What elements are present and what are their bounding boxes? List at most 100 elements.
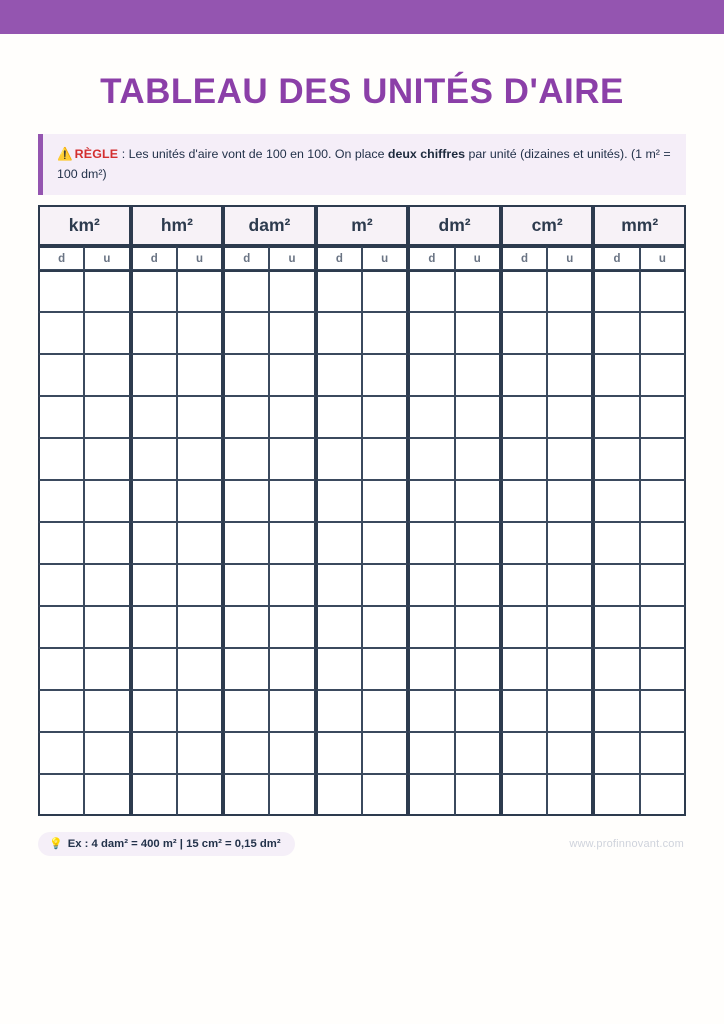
table-cell[interactable] [315, 312, 362, 354]
table-cell[interactable] [38, 774, 85, 816]
table-cell[interactable] [593, 648, 640, 690]
table-cell[interactable] [500, 690, 548, 732]
table-cell[interactable] [84, 690, 131, 732]
table-cell[interactable] [269, 480, 316, 522]
table-cell[interactable] [176, 312, 224, 354]
table-cell[interactable] [176, 438, 224, 480]
table-cell[interactable] [176, 648, 224, 690]
table-cell[interactable] [408, 648, 455, 690]
table-cell[interactable] [84, 774, 131, 816]
table-cell[interactable] [84, 522, 131, 564]
table-cell[interactable] [639, 690, 686, 732]
table-cell[interactable] [454, 396, 501, 438]
table-cell[interactable] [361, 606, 409, 648]
table-cell[interactable] [547, 732, 594, 774]
table-cell[interactable] [454, 438, 501, 480]
table-cell[interactable] [500, 270, 548, 312]
table-cell[interactable] [176, 270, 224, 312]
table-cell[interactable] [361, 396, 409, 438]
table-cell[interactable] [547, 648, 594, 690]
table-cell[interactable] [361, 648, 409, 690]
table-cell[interactable] [315, 396, 362, 438]
table-cell[interactable] [315, 438, 362, 480]
table-cell[interactable] [38, 396, 85, 438]
table-cell[interactable] [454, 522, 501, 564]
table-cell[interactable] [639, 480, 686, 522]
table-cell[interactable] [269, 438, 316, 480]
table-cell[interactable] [223, 438, 270, 480]
table-cell[interactable] [223, 732, 270, 774]
table-cell[interactable] [408, 774, 455, 816]
table-cell[interactable] [408, 480, 455, 522]
table-cell[interactable] [315, 270, 362, 312]
table-cell[interactable] [130, 480, 177, 522]
table-cell[interactable] [130, 396, 177, 438]
table-cell[interactable] [500, 438, 548, 480]
table-cell[interactable] [639, 648, 686, 690]
table-cell[interactable] [38, 564, 85, 606]
table-cell[interactable] [361, 774, 409, 816]
table-cell[interactable] [38, 732, 85, 774]
table-cell[interactable] [639, 522, 686, 564]
table-cell[interactable] [547, 270, 594, 312]
table-cell[interactable] [315, 354, 362, 396]
table-cell[interactable] [500, 774, 548, 816]
table-cell[interactable] [38, 354, 85, 396]
table-cell[interactable] [500, 396, 548, 438]
table-cell[interactable] [315, 564, 362, 606]
table-cell[interactable] [361, 312, 409, 354]
table-cell[interactable] [315, 522, 362, 564]
table-cell[interactable] [500, 732, 548, 774]
table-cell[interactable] [454, 270, 501, 312]
table-cell[interactable] [639, 354, 686, 396]
table-cell[interactable] [500, 522, 548, 564]
table-cell[interactable] [84, 648, 131, 690]
table-cell[interactable] [593, 354, 640, 396]
table-cell[interactable] [500, 354, 548, 396]
table-cell[interactable] [223, 312, 270, 354]
table-cell[interactable] [130, 522, 177, 564]
table-cell[interactable] [547, 606, 594, 648]
table-cell[interactable] [454, 564, 501, 606]
table-cell[interactable] [454, 480, 501, 522]
table-cell[interactable] [500, 312, 548, 354]
table-cell[interactable] [84, 480, 131, 522]
table-cell[interactable] [361, 564, 409, 606]
table-cell[interactable] [593, 564, 640, 606]
table-cell[interactable] [269, 648, 316, 690]
table-cell[interactable] [315, 774, 362, 816]
table-cell[interactable] [639, 774, 686, 816]
table-cell[interactable] [130, 312, 177, 354]
table-cell[interactable] [84, 732, 131, 774]
table-cell[interactable] [593, 480, 640, 522]
table-cell[interactable] [639, 438, 686, 480]
table-cell[interactable] [269, 270, 316, 312]
table-cell[interactable] [593, 270, 640, 312]
table-cell[interactable] [500, 480, 548, 522]
table-cell[interactable] [223, 270, 270, 312]
table-cell[interactable] [269, 774, 316, 816]
table-cell[interactable] [269, 606, 316, 648]
table-cell[interactable] [547, 396, 594, 438]
table-cell[interactable] [408, 354, 455, 396]
table-cell[interactable] [223, 690, 270, 732]
table-cell[interactable] [361, 270, 409, 312]
table-cell[interactable] [38, 270, 85, 312]
table-cell[interactable] [38, 522, 85, 564]
table-cell[interactable] [130, 690, 177, 732]
table-cell[interactable] [593, 774, 640, 816]
table-cell[interactable] [130, 270, 177, 312]
table-cell[interactable] [130, 354, 177, 396]
table-cell[interactable] [223, 480, 270, 522]
table-cell[interactable] [593, 690, 640, 732]
table-cell[interactable] [269, 522, 316, 564]
table-cell[interactable] [315, 606, 362, 648]
table-cell[interactable] [223, 774, 270, 816]
table-cell[interactable] [223, 564, 270, 606]
table-cell[interactable] [408, 312, 455, 354]
table-cell[interactable] [361, 480, 409, 522]
table-cell[interactable] [130, 648, 177, 690]
table-cell[interactable] [84, 354, 131, 396]
table-cell[interactable] [408, 690, 455, 732]
table-cell[interactable] [454, 774, 501, 816]
